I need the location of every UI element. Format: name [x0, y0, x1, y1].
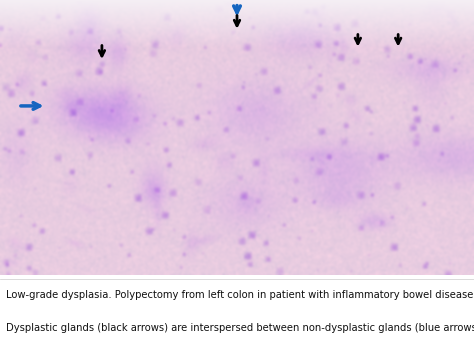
Text: Low-grade dysplasia. Polypectomy from left colon in patient with inflammatory bo: Low-grade dysplasia. Polypectomy from le…	[6, 290, 474, 300]
Text: Dysplastic glands (black arrows) are interspersed between non-dysplastic glands : Dysplastic glands (black arrows) are int…	[6, 323, 474, 333]
